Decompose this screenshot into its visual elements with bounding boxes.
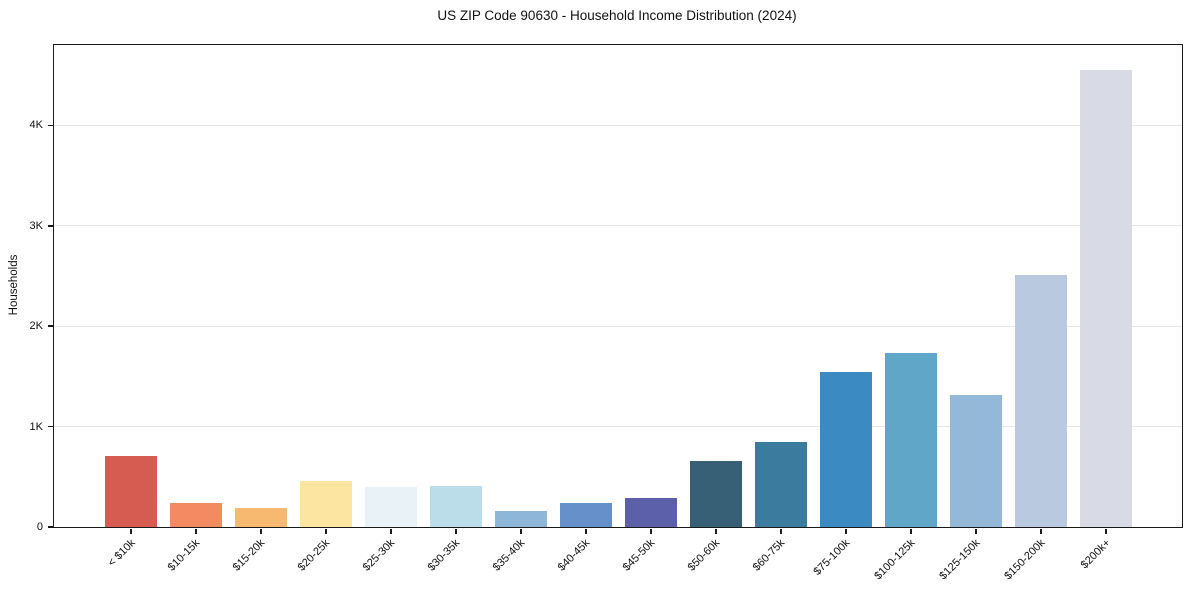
bar-$10-15k [170,503,222,527]
chart-title: US ZIP Code 90630 - Household Income Dis… [437,8,797,23]
x-tick-label: $15-20k [230,537,268,574]
bar-$25-30k [365,487,417,527]
y-tick-label: 0 [36,521,43,533]
y-axis-tick [47,325,53,327]
y-axis-tick [47,124,53,127]
bar-$20-25k [300,481,352,527]
bar-$100-125k [885,352,937,527]
x-axis-tick [910,528,912,534]
x-tick-label: $125-150k [937,537,983,583]
x-tick-label: $20-25k [295,537,333,574]
x-axis-tick [195,528,197,534]
bar-$35-40k [495,510,547,527]
gridline [54,325,1182,327]
x-tick-label: $100-125k [872,537,918,583]
bar-$60-75k [755,442,807,527]
x-axis-tick [455,528,457,534]
bar-$15-20k [235,508,287,527]
x-axis-tick [715,528,717,534]
x-tick-label: $75-100k [811,537,853,578]
y-tick-label: 2K [29,320,43,333]
x-axis-tick [585,528,587,534]
bar-$75-100k [820,372,872,527]
bar-$125-150k [950,395,1002,527]
bar-< $10k [105,456,157,527]
x-tick-label: < $10k [105,537,138,570]
plot-area: 0 1K 2K 3K 4K < $10k $10-15k $15-20k $20-25k $25-… [30,44,1183,582]
x-tick-label: $60-75k [750,537,788,574]
y-axis-tick [47,526,53,528]
y-axis-tick [47,425,53,428]
x-axis-tick [260,528,262,534]
x-tick-label: $25-30k [360,537,398,574]
x-axis-tick [325,528,327,534]
x-tick-label: $30-35k [425,537,463,574]
y-tick-label: 3K [29,219,43,232]
x-axis-tick [130,528,132,534]
gridline [54,426,1182,428]
y-tick-label: 4K [29,119,43,132]
x-axis-tick [520,528,522,534]
bar-$45-50k [625,498,677,527]
y-tick-label: 1K [29,420,43,433]
bar-$150-200k [1015,275,1067,527]
x-axis-tick [1105,528,1107,534]
y-axis-tick [47,225,53,227]
gridline [54,225,1182,227]
bar-$30-35k [430,486,482,527]
y-axis-label: Households [8,254,20,316]
bar-$200k+ [1080,69,1132,527]
x-axis-tick [390,528,392,534]
x-axis-tick [650,528,652,534]
x-tick-label: $150-200k [1002,537,1048,583]
x-tick-label: $35-40k [490,537,528,574]
gridline [54,124,1182,126]
x-axis-tick [845,528,847,534]
x-tick-label: $50-60k [685,537,723,574]
x-axis-tick [780,528,782,534]
x-tick-label: $40-45k [555,537,593,574]
bar-$50-60k [690,461,742,527]
bar-$40-45k [560,502,612,527]
x-tick-label: $10-15k [165,537,203,574]
x-tick-label: $200k+ [1078,537,1113,572]
x-axis-tick [1040,528,1042,534]
x-axis-tick [975,528,977,534]
x-tick-label: $45-50k [620,537,658,574]
